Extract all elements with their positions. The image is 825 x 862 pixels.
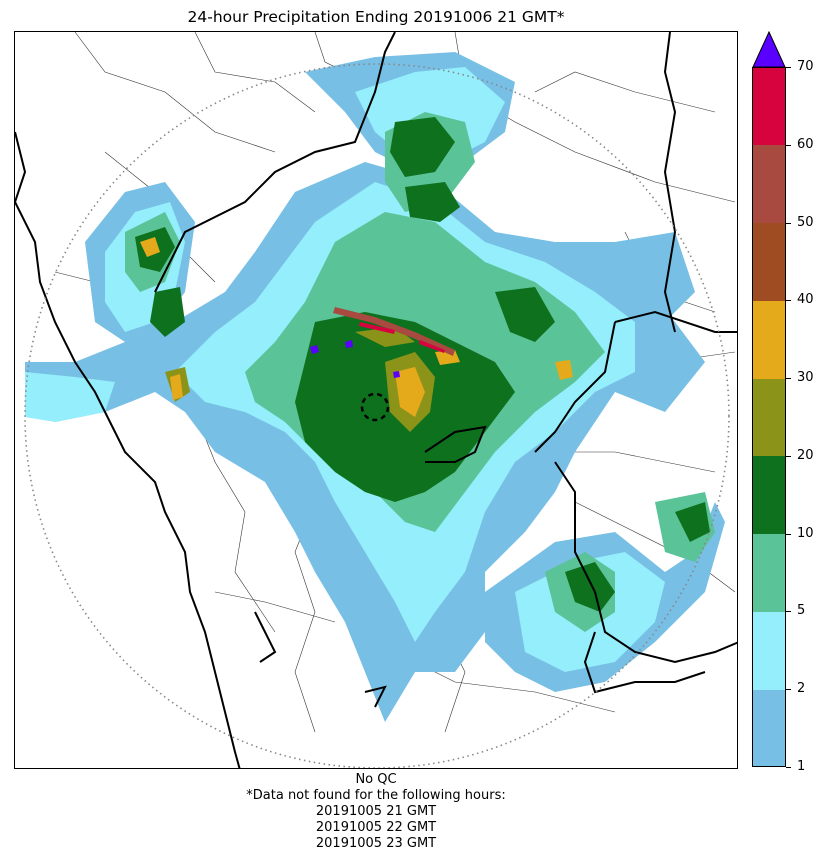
colorbar-tick — [786, 300, 791, 302]
colorbar-bin — [752, 689, 786, 768]
colorbar-tick-label: 60 — [797, 136, 814, 152]
colorbar-bin — [752, 378, 786, 457]
radar-range-ring — [24, 63, 730, 768]
colorbar-tick-label: 2 — [797, 681, 806, 697]
colorbar-bin — [752, 455, 786, 535]
colorbar-tick — [786, 222, 791, 224]
qc-label: No QC — [355, 772, 397, 787]
colorbar-bin — [752, 144, 786, 224]
colorbar-tick-label: 20 — [797, 447, 814, 463]
missing-hour: 20191005 22 GMT — [315, 820, 437, 835]
colorbar-tick-label: 10 — [797, 525, 814, 541]
map-title: 24-hour Precipitation Ending 20191006 21… — [187, 8, 565, 26]
colorbar-tick-label: 5 — [797, 603, 806, 619]
colorbar-bin — [752, 533, 786, 612]
colorbar-tick — [786, 144, 791, 146]
colorbar-bin — [752, 67, 786, 146]
colorbar-tick — [786, 378, 791, 380]
radar-map-canvas — [15, 32, 737, 768]
radar-map — [14, 31, 738, 769]
colorbar-tick — [786, 611, 791, 613]
colorbar-tick-label: 1 — [797, 759, 806, 774]
colorbar-extend-arrow — [752, 31, 786, 68]
colorbar-tick — [786, 533, 791, 535]
missing-hour: 20191005 21 GMT — [315, 804, 437, 819]
colorbar-bin — [752, 222, 786, 301]
footer-notes: No QC *Data not found for the following … — [0, 772, 752, 852]
colorbar-tick — [786, 689, 791, 691]
missing-hour: 20191005 23 GMT — [315, 836, 437, 851]
precipitation-field — [25, 52, 725, 722]
colorbar-tick-label: 50 — [797, 214, 814, 230]
colorbar-tick-label: 70 — [797, 59, 814, 74]
colorbar-tick-label: 40 — [797, 292, 814, 308]
colorbar-tick — [786, 67, 791, 68]
colorbar-tick — [786, 455, 791, 457]
colorbar-tick-label: 30 — [797, 370, 814, 386]
colorbar-bin — [752, 300, 786, 379]
state-boundaries — [15, 32, 737, 768]
colorbar-bin — [752, 611, 786, 690]
colorbar-tick — [786, 767, 791, 768]
colorbar — [752, 67, 786, 768]
missing-data-note: *Data not found for the following hours: — [246, 788, 506, 803]
